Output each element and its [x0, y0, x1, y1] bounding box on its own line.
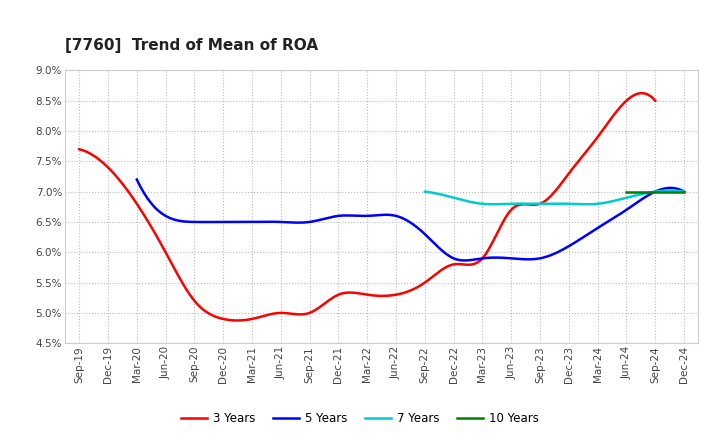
7 Years	[575, 202, 583, 207]
7 Years	[640, 191, 649, 196]
5 Years	[132, 177, 141, 182]
3 Years	[562, 174, 571, 179]
3 Years	[233, 318, 241, 323]
5 Years	[469, 257, 478, 262]
7 Years	[680, 189, 688, 194]
Line: 7 Years: 7 Years	[425, 191, 684, 204]
7 Years	[666, 188, 675, 193]
3 Years	[599, 127, 608, 132]
10 Years	[651, 189, 660, 194]
5 Years	[630, 202, 639, 207]
3 Years	[420, 280, 428, 286]
5 Years	[135, 181, 143, 186]
7 Years	[420, 189, 429, 194]
Text: [7760]  Trend of Mean of ROA: [7760] Trend of Mean of ROA	[65, 38, 318, 53]
Line: 5 Years: 5 Years	[137, 180, 684, 260]
3 Years	[75, 147, 84, 152]
3 Years	[77, 147, 86, 152]
5 Years	[456, 257, 465, 263]
7 Years	[579, 202, 588, 207]
5 Years	[595, 224, 604, 229]
3 Years	[429, 273, 438, 279]
5 Years	[460, 258, 469, 263]
7 Years	[574, 202, 582, 207]
7 Years	[656, 188, 665, 194]
Legend: 3 Years, 5 Years, 7 Years, 10 Years: 3 Years, 5 Years, 7 Years, 10 Years	[176, 407, 544, 430]
Line: 3 Years: 3 Years	[79, 93, 655, 320]
7 Years	[421, 189, 430, 194]
3 Years	[637, 91, 646, 96]
3 Years	[418, 282, 426, 287]
7 Years	[582, 202, 591, 207]
5 Years	[458, 258, 467, 263]
3 Years	[651, 98, 660, 103]
10 Years	[622, 189, 631, 194]
10 Years	[680, 189, 688, 194]
5 Years	[680, 189, 688, 194]
